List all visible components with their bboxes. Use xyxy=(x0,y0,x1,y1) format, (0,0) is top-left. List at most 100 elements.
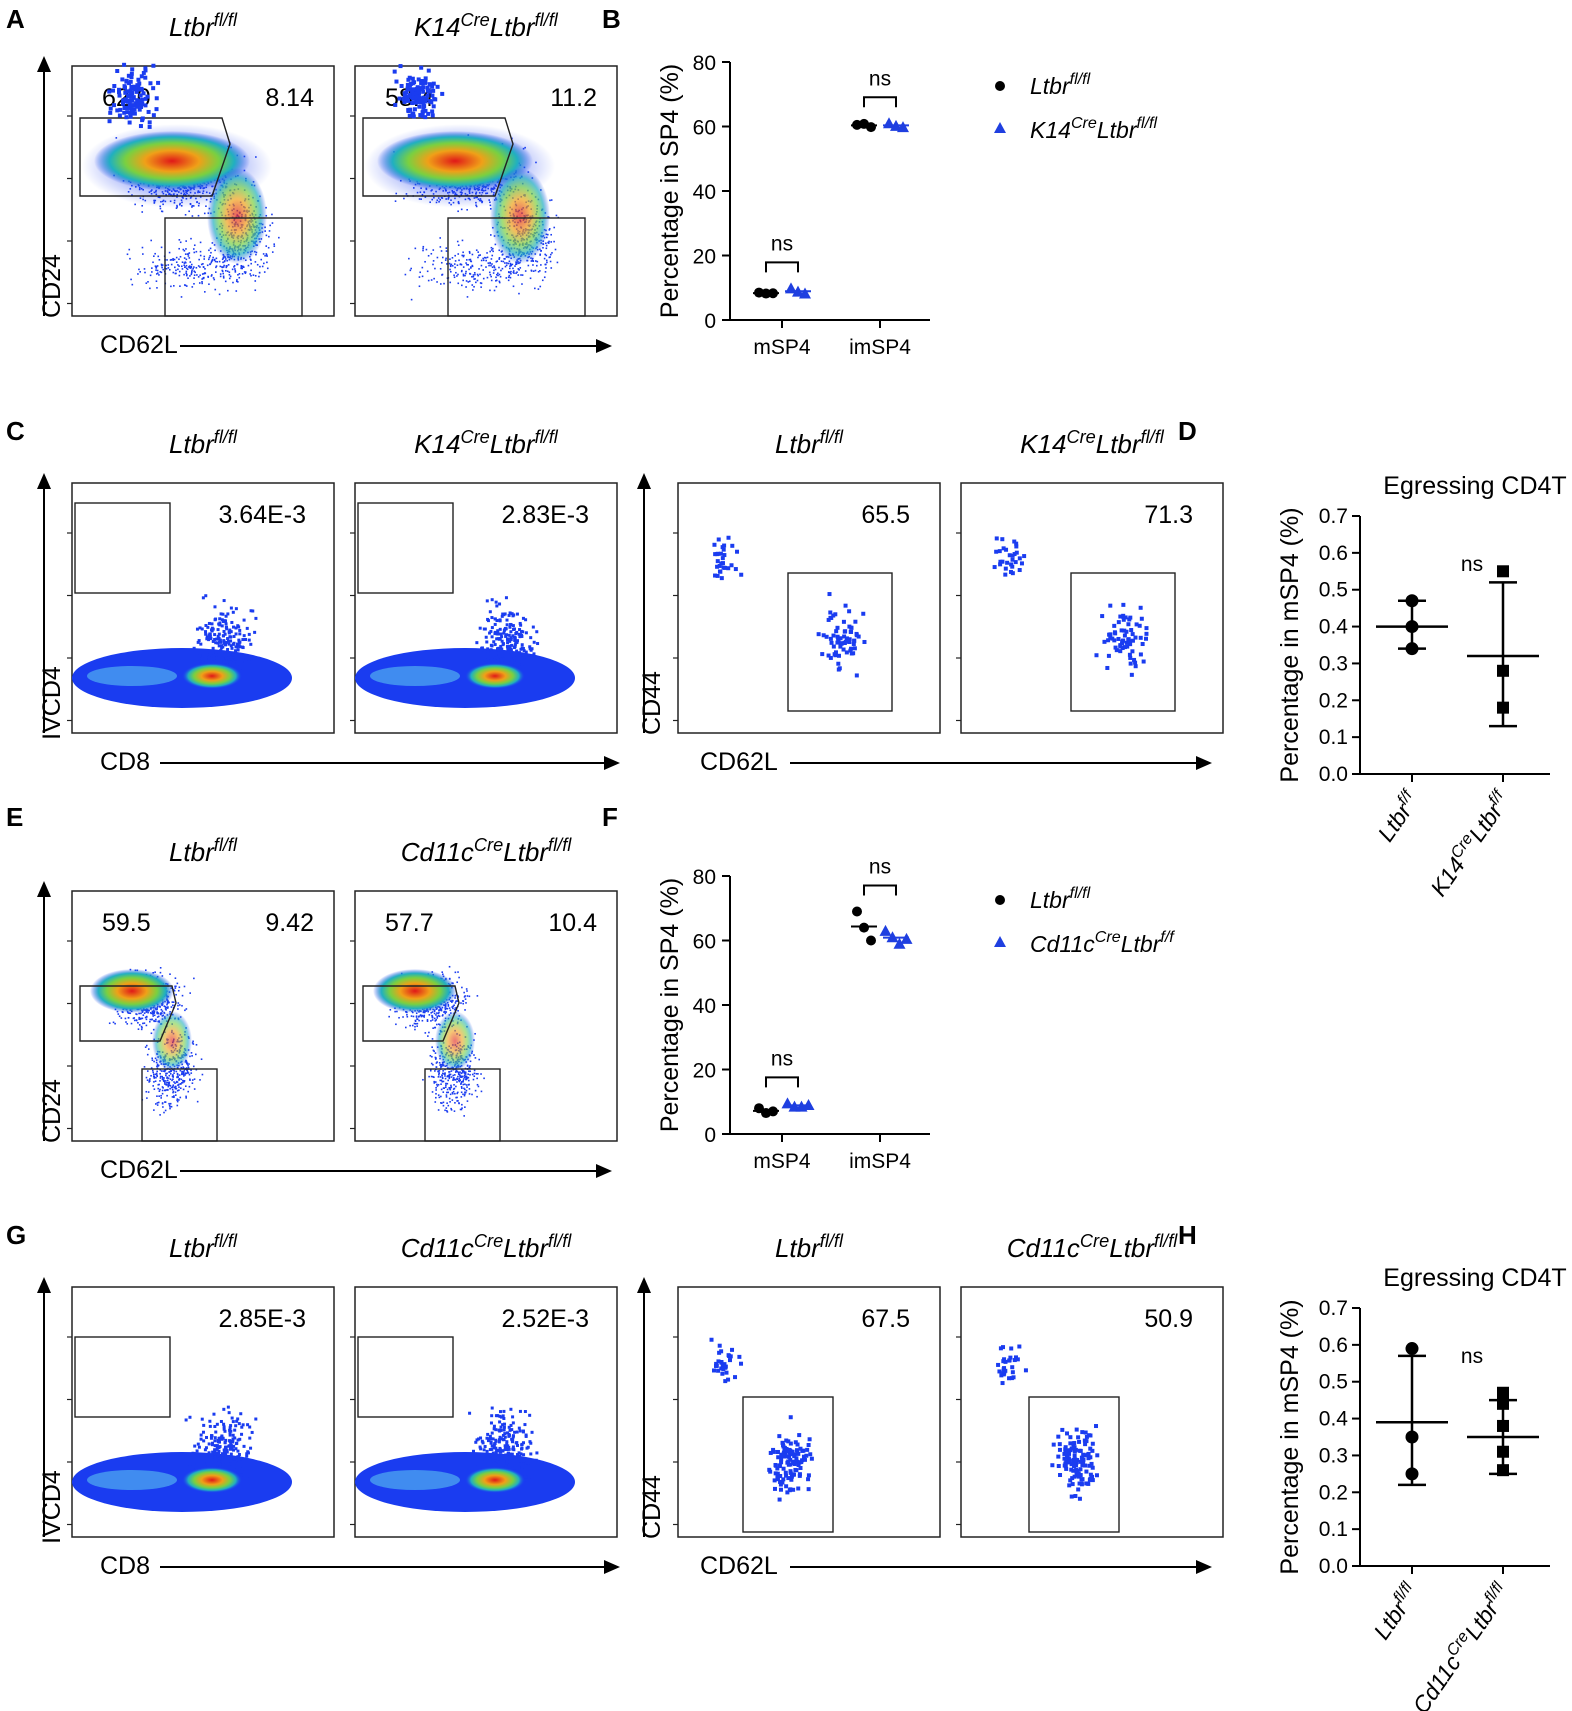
flow-dot xyxy=(486,652,490,656)
flow-dot xyxy=(156,1070,158,1073)
flow-dot xyxy=(254,289,257,292)
flow-dot xyxy=(498,273,501,276)
flow-dot xyxy=(489,204,492,207)
flow-dot xyxy=(504,634,508,638)
flow-dot xyxy=(509,271,511,274)
flow-dot xyxy=(179,1069,182,1072)
flow-dot xyxy=(456,275,458,277)
flow-dot xyxy=(435,1062,438,1064)
flow-dot xyxy=(202,190,205,192)
flow-dot xyxy=(145,1090,148,1093)
flow-dot xyxy=(164,1101,166,1103)
flow-dot xyxy=(448,1007,451,1009)
flow-dot xyxy=(476,279,479,282)
flow-dot xyxy=(461,284,463,287)
flow-dot xyxy=(501,267,504,270)
flow-dot xyxy=(184,1085,187,1088)
flow-dot xyxy=(411,1024,414,1027)
flow-dot xyxy=(428,1014,431,1016)
panel-label-E: E xyxy=(6,802,23,832)
flow-dot xyxy=(278,236,280,239)
flow-dot xyxy=(203,258,206,260)
flow-dot xyxy=(170,263,173,266)
plot-title-C-1: K14CreLtbrfl/fl xyxy=(414,427,559,459)
flow-dot xyxy=(410,267,413,270)
flow-dot xyxy=(486,252,488,254)
flow-dot xyxy=(240,267,242,270)
flow-dot xyxy=(488,271,491,274)
flow-dot xyxy=(446,263,448,265)
flow-dot xyxy=(197,265,200,267)
flow-dot xyxy=(186,268,189,271)
gate-value-A-0-b: 8.14 xyxy=(265,84,314,112)
flow-dot xyxy=(459,191,462,194)
flow-dot xyxy=(489,273,492,276)
flow-dot xyxy=(223,264,225,267)
flow-dot xyxy=(170,1006,173,1008)
flow-dot xyxy=(160,1012,162,1014)
flow-dot xyxy=(479,198,482,200)
flow-dot xyxy=(266,255,268,257)
flow-dot xyxy=(476,1095,478,1098)
flow-dot xyxy=(464,1075,466,1078)
flow-dot xyxy=(432,1063,434,1066)
flow-dot xyxy=(173,1081,175,1083)
flow-dot xyxy=(174,977,177,980)
flow-dot xyxy=(196,660,200,664)
flow-dot xyxy=(160,263,163,266)
flow-dot xyxy=(441,1072,444,1075)
gate-ivcd4 xyxy=(74,502,171,594)
flow-dot xyxy=(433,1082,436,1084)
flow-dot xyxy=(186,273,188,276)
flow-dot xyxy=(265,253,268,255)
flow-dot xyxy=(222,639,226,643)
flow-dot xyxy=(250,660,254,664)
flow-dot xyxy=(508,648,512,652)
flow-dot xyxy=(245,626,249,630)
flow-dot xyxy=(456,1092,458,1095)
flow-dot xyxy=(202,263,204,265)
flow-dot xyxy=(242,266,245,268)
flow-plot-E-0 xyxy=(67,890,335,1142)
flow-dot xyxy=(458,259,460,262)
flow-dot xyxy=(143,1066,146,1068)
flow-dot xyxy=(210,251,212,254)
flow-dot xyxy=(168,193,171,195)
flow-dot xyxy=(459,263,462,265)
flow-dot xyxy=(490,275,492,278)
flow-dot xyxy=(238,273,241,275)
flow-dot xyxy=(489,262,491,265)
flow-dot xyxy=(454,1079,457,1081)
flow-dot xyxy=(480,264,483,267)
flow-dot xyxy=(142,198,144,201)
flow-dot xyxy=(193,277,195,279)
flow-dot xyxy=(205,198,208,201)
flow-dot xyxy=(484,658,488,662)
flow-dot xyxy=(169,1102,172,1105)
flow-dot xyxy=(155,273,158,275)
flow-dot xyxy=(173,1095,175,1097)
flow-dot xyxy=(462,1081,464,1083)
flow-dot xyxy=(231,642,235,646)
flow-dot xyxy=(166,1079,169,1082)
flow-dot xyxy=(188,1063,190,1065)
flow-dot xyxy=(424,260,426,263)
flow-dot xyxy=(173,199,176,202)
flow-dot xyxy=(178,1083,180,1086)
flow-dot xyxy=(465,286,467,288)
flow-dot xyxy=(448,1073,451,1076)
flow-dot xyxy=(214,288,217,291)
flow-dot xyxy=(450,1070,453,1072)
flow-dot xyxy=(490,279,493,282)
flow-dot xyxy=(449,1101,451,1103)
flow-dot xyxy=(414,1028,416,1031)
flow-dot xyxy=(172,1078,174,1081)
flow-dot xyxy=(486,649,490,653)
flow-dot xyxy=(474,1032,476,1035)
flow-dot xyxy=(221,619,225,623)
flow-dot xyxy=(195,1053,197,1056)
flow-dot xyxy=(190,237,192,240)
flow-dot xyxy=(182,1071,185,1074)
flow-dot xyxy=(440,261,443,264)
flow-plot-A-1 xyxy=(350,65,618,317)
